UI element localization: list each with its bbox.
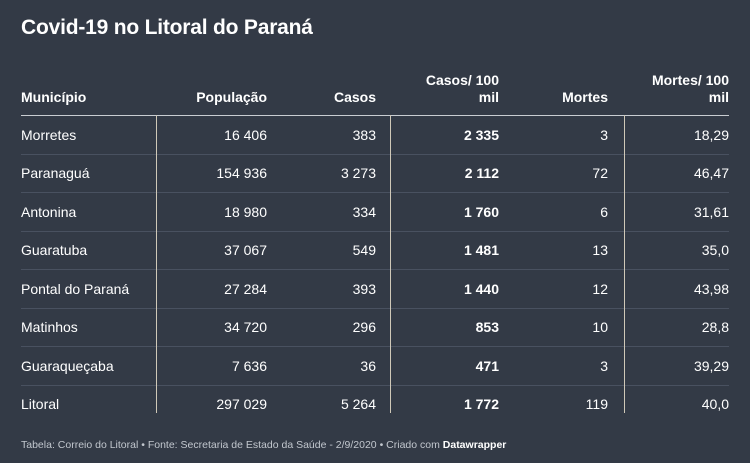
cell-mortes: 119	[585, 396, 608, 413]
cell-mortes-100mil: 31,61	[693, 203, 729, 220]
cell-mortes: 12	[592, 280, 608, 297]
table-body: Morretes 16 406 383 2 335 3 18,29 Paranaguá 154…	[21, 116, 729, 423]
cell-municipio: Guaratuba	[21, 242, 88, 259]
table-header: Município População Casos Casos/ 100 mil…	[21, 68, 729, 116]
cell-casos-100mil: 1 440	[463, 280, 499, 297]
table-row: Antonina 18 980 334 1 760 6 31,61	[21, 193, 729, 232]
cell-populacao: 27 284	[224, 280, 267, 297]
column-header-casos-100mil[interactable]: Casos/ 100 mil	[425, 72, 499, 105]
table-row: Guaraqueçaba 7 636 36 471 3 39,29	[21, 347, 729, 386]
cell-casos-100mil: 1 481	[463, 242, 499, 259]
cell-casos: 5 264	[340, 396, 376, 413]
cell-populacao: 16 406	[224, 126, 267, 143]
column-header-mortes-100mil[interactable]: Mortes/ 100 mil	[651, 72, 729, 105]
cell-mortes-100mil: 40,0	[701, 396, 729, 413]
column-header-municipio[interactable]: Município	[21, 89, 87, 105]
cell-municipio: Litoral	[21, 396, 60, 413]
cell-populacao: 154 936	[216, 165, 267, 182]
table-row: Pontal do Paraná 27 284 393 1 440 12 43,98	[21, 270, 729, 309]
cell-casos: 549	[352, 242, 376, 259]
cell-casos: 393	[352, 280, 376, 297]
footer-brand[interactable]: Datawrapper	[442, 439, 507, 451]
cell-populacao: 297 029	[216, 396, 267, 413]
cell-casos-100mil: 853	[475, 319, 499, 336]
column-divider	[624, 115, 625, 413]
cell-municipio: Matinhos	[21, 319, 78, 336]
cell-casos-100mil: 1 760	[463, 203, 499, 220]
cell-mortes-100mil: 35,0	[701, 242, 729, 259]
cell-populacao: 34 720	[224, 319, 267, 336]
data-table: Município População Casos Casos/ 100 mil…	[21, 68, 729, 423]
column-header-populacao[interactable]: População	[196, 89, 267, 105]
cell-mortes: 6	[600, 203, 608, 220]
cell-mortes: 72	[592, 165, 608, 182]
cell-casos: 296	[352, 319, 376, 336]
column-divider	[390, 115, 391, 413]
cell-casos-100mil: 471	[475, 357, 499, 374]
column-divider	[156, 115, 157, 413]
cell-populacao: 7 636	[231, 357, 267, 374]
table-row: Matinhos 34 720 296 853 10 28,8	[21, 309, 729, 347]
cell-mortes-100mil: 46,47	[693, 165, 729, 182]
table-row: Morretes 16 406 383 2 335 3 18,29	[21, 116, 729, 155]
cell-mortes-100mil: 28,8	[701, 319, 729, 336]
table-row: Paranaguá 154 936 3 273 2 112 72 46,47	[21, 155, 729, 193]
cell-casos: 3 273	[340, 165, 376, 182]
table-row: Litoral 297 029 5 264 1 772 119 40,0	[21, 386, 729, 424]
cell-municipio: Morretes	[21, 126, 77, 143]
cell-municipio: Paranaguá	[21, 165, 90, 182]
column-header-mortes[interactable]: Mortes	[562, 89, 608, 105]
cell-mortes-100mil: 39,29	[693, 357, 729, 374]
cell-mortes-100mil: 18,29	[693, 126, 729, 143]
cell-municipio: Antonina	[21, 203, 77, 220]
cell-casos: 36	[360, 357, 376, 374]
cell-casos: 383	[352, 126, 376, 143]
cell-casos-100mil: 2 335	[463, 126, 499, 143]
column-header-casos[interactable]: Casos	[333, 89, 376, 105]
cell-casos-100mil: 1 772	[463, 396, 499, 413]
cell-casos-100mil: 2 112	[464, 165, 499, 182]
cell-mortes: 13	[592, 242, 608, 259]
cell-populacao: 18 980	[224, 203, 267, 220]
chart-title: Covid-19 no Litoral do Paraná	[21, 16, 313, 39]
cell-populacao: 37 067	[224, 242, 267, 259]
footer-source: Tabela: Correio do Litoral • Fonte: Secr…	[21, 439, 443, 451]
cell-mortes: 10	[592, 319, 608, 336]
cell-casos: 334	[352, 203, 376, 220]
cell-municipio: Guaraqueçaba	[21, 357, 114, 374]
chart-footer: Tabela: Correio do Litoral • Fonte: Secr…	[21, 439, 506, 451]
table-row: Guaratuba 37 067 549 1 481 13 35,0	[21, 232, 729, 270]
cell-municipio: Pontal do Paraná	[21, 280, 130, 297]
cell-mortes: 3	[600, 126, 608, 143]
cell-mortes: 3	[600, 357, 608, 374]
cell-mortes-100mil: 43,98	[693, 280, 729, 297]
